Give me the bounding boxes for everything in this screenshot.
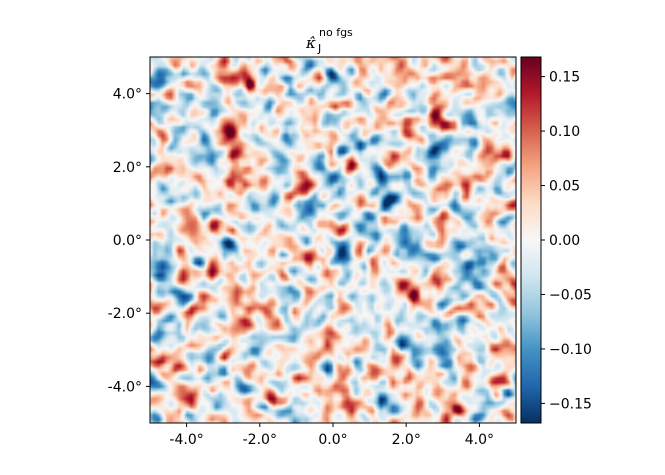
title-superscript: no fgs <box>319 26 353 39</box>
colorbar <box>521 57 541 423</box>
x-axis: -4.0° -2.0° 0.0° 2.0° 4.0° <box>169 423 494 448</box>
colorbar-tick-label: −0.05 <box>549 287 592 303</box>
y-tick-label: 4.0° <box>113 87 142 103</box>
y-tick-label: 0.0° <box>113 233 142 249</box>
colorbar-tick-label: 0.00 <box>549 233 580 249</box>
colorbar-tick-label: 0.15 <box>549 70 580 86</box>
x-tick-label: -4.0° <box>169 432 203 448</box>
heatmap-image <box>150 57 516 423</box>
chart-title: κ̂ J no fgs <box>305 26 353 55</box>
title-subscript: J <box>317 42 321 55</box>
y-axis: 4.0° 2.0° 0.0° -2.0° -4.0° <box>108 87 150 395</box>
y-tick-label: -2.0° <box>108 306 142 322</box>
heatmap-image-wrapper <box>150 57 516 423</box>
colorbar-tick-label: −0.15 <box>549 396 592 412</box>
colorbar-tick-label: −0.10 <box>549 342 592 358</box>
title-symbol: κ̂ <box>305 34 316 52</box>
y-tick-label: -4.0° <box>108 379 142 395</box>
x-tick-label: -2.0° <box>243 432 277 448</box>
x-tick-label: 0.0° <box>318 432 347 448</box>
colorbar-tick-label: 0.05 <box>549 179 580 195</box>
y-tick-label: 2.0° <box>113 160 142 176</box>
x-tick-label: 4.0° <box>465 432 494 448</box>
colorbar-tick-label: 0.10 <box>549 124 580 140</box>
colorbar-axis: 0.15 0.10 0.05 0.00 −0.05 −0.10 −0.15 <box>541 70 592 412</box>
x-tick-label: 2.0° <box>392 432 421 448</box>
